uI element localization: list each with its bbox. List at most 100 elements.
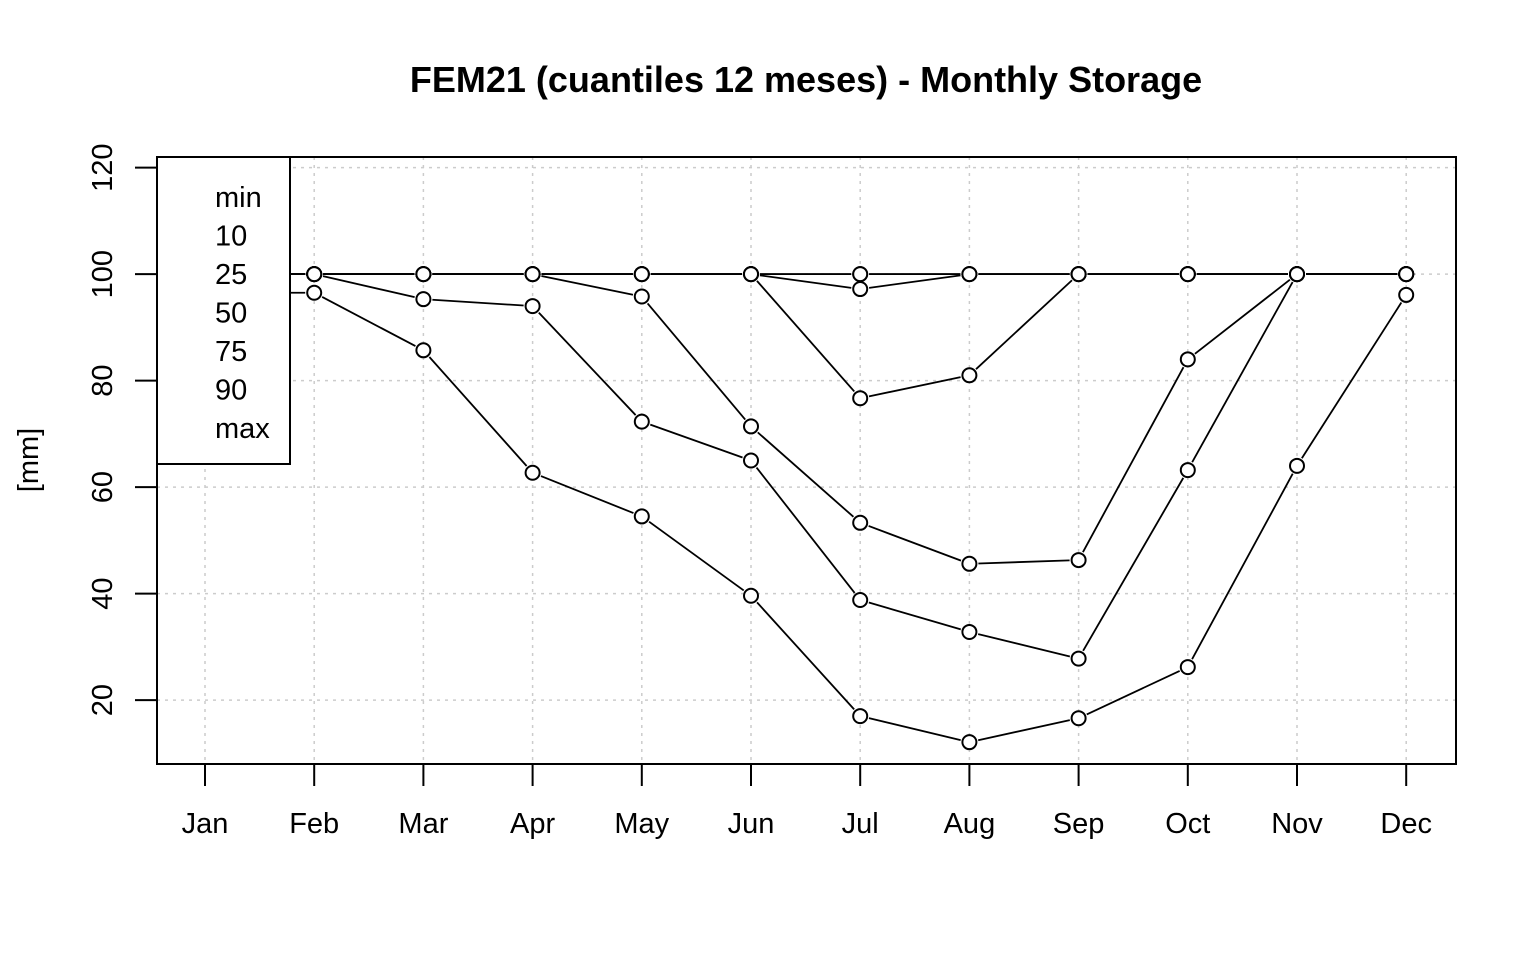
x-tick-label: Jul — [842, 808, 879, 840]
y-axis-label: [mm] — [13, 428, 45, 492]
point-max-jul — [852, 266, 869, 283]
series-segment — [538, 312, 637, 416]
series-segment — [977, 633, 1071, 658]
series-segment — [321, 296, 416, 347]
series-segment — [1191, 281, 1294, 463]
y-axis: 20 40 60 80 100 120 — [87, 143, 157, 716]
point-min-nov — [1289, 457, 1305, 474]
x-tick-label: Apr — [510, 808, 555, 840]
point-75-jul — [852, 281, 869, 298]
plot-frame — [156, 156, 1457, 765]
x-tick-label: Mar — [398, 808, 448, 840]
legend: min 10 25 50 75 90 max — [156, 156, 291, 465]
x-tick-label: May — [614, 808, 669, 840]
point-min-dec — [1398, 286, 1415, 303]
series-25 — [214, 266, 1415, 572]
series-segment — [1082, 477, 1185, 652]
point-10-may — [633, 413, 650, 430]
legend-entry: 75 — [215, 336, 247, 368]
point-10-aug — [961, 623, 978, 640]
series-segment — [868, 525, 962, 562]
y-tick-label: 40 — [87, 577, 119, 609]
series-segment — [648, 520, 745, 592]
point-max-feb — [306, 266, 323, 283]
x-tick-label: Feb — [289, 808, 339, 840]
series-segment — [759, 274, 852, 289]
point-25-jun — [743, 418, 759, 435]
point-max-nov — [1289, 266, 1305, 283]
point-50-jul — [852, 390, 869, 407]
x-tick-label: Jan — [182, 808, 229, 840]
series-segment — [540, 475, 634, 514]
series-segment — [1086, 670, 1181, 716]
series-segment — [868, 274, 961, 289]
point-10-sep — [1070, 650, 1087, 667]
series-segment — [322, 275, 415, 299]
series-segment — [756, 280, 855, 393]
series-segment — [1191, 473, 1294, 660]
point-50-aug — [961, 367, 978, 384]
legend-entry: 10 — [215, 221, 247, 253]
y-tick-label: 20 — [87, 684, 119, 716]
legend-entry: 50 — [215, 298, 247, 330]
point-25-oct — [1179, 351, 1196, 368]
y-tick-label: 60 — [87, 471, 119, 503]
x-tick-label: Oct — [1165, 808, 1210, 840]
point-10-apr — [524, 298, 541, 315]
chart-title: FEM21 (cuantiles 12 meses) - Monthly Sto… — [410, 59, 1202, 100]
x-tick-label: Nov — [1271, 808, 1323, 840]
point-25-may — [633, 288, 650, 305]
point-max-apr — [524, 266, 541, 283]
series-segment — [756, 601, 855, 711]
legend-box — [156, 156, 291, 465]
series-segment — [975, 279, 1073, 370]
series-segment — [978, 559, 1070, 565]
series-segment — [757, 431, 855, 518]
series-segment — [1194, 278, 1291, 355]
point-10-oct — [1179, 462, 1196, 479]
point-10-jul — [852, 592, 869, 609]
y-tick-label: 120 — [87, 143, 119, 191]
point-min-oct — [1179, 659, 1196, 676]
point-10-jun — [743, 452, 759, 469]
point-min-jun — [743, 587, 759, 604]
y-tick-label: 100 — [87, 250, 119, 298]
x-tick-label: Sep — [1053, 808, 1105, 840]
point-min-jul — [852, 708, 869, 725]
x-tick-label: Aug — [944, 808, 996, 840]
series-segment — [541, 275, 634, 296]
point-max-may — [633, 266, 650, 283]
series-segment — [646, 302, 746, 421]
series-segment — [868, 601, 962, 631]
point-min-mar — [415, 342, 432, 359]
point-max-jun — [743, 266, 759, 283]
point-min-may — [633, 508, 650, 525]
point-25-aug — [961, 555, 978, 572]
series-segment — [1301, 302, 1403, 459]
point-max-sep — [1070, 266, 1087, 283]
point-25-sep — [1070, 552, 1087, 569]
point-min-sep — [1070, 710, 1087, 727]
series-max — [214, 266, 1415, 283]
point-min-aug — [961, 734, 978, 751]
series-layer — [214, 266, 1415, 751]
series-segment — [1082, 366, 1185, 553]
x-axis: Jan Feb Mar Apr May Jun Jul Aug Sep Oct Nov Dec — [182, 764, 1432, 840]
series-10 — [214, 266, 1415, 667]
point-max-aug — [961, 266, 978, 283]
series-segment — [432, 298, 524, 307]
series-segment — [755, 467, 856, 594]
x-tick-label: Dec — [1380, 808, 1432, 840]
series-segment — [649, 423, 743, 459]
point-min-feb — [306, 284, 323, 301]
point-10-mar — [415, 291, 432, 308]
series-50 — [214, 266, 1415, 407]
grid — [157, 157, 1456, 764]
point-max-dec — [1398, 266, 1415, 283]
series-segment — [868, 717, 961, 741]
point-25-jul — [852, 514, 869, 531]
series-min — [214, 284, 1415, 751]
series-segment — [868, 376, 961, 398]
legend-entry: max — [215, 413, 270, 445]
